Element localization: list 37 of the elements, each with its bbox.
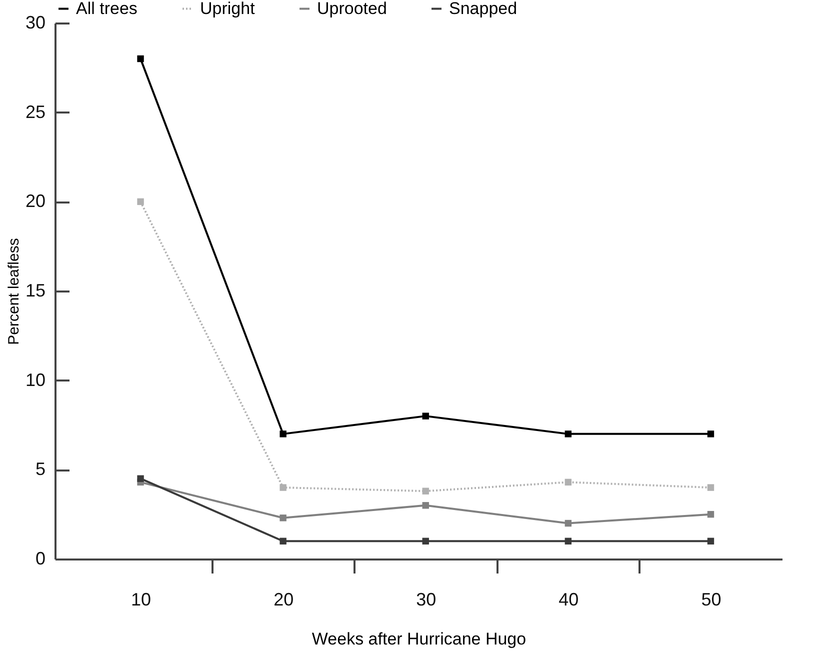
y-tick-label: 30 — [25, 12, 46, 32]
point — [280, 430, 286, 438]
point — [422, 538, 429, 544]
y-tick-label: 15 — [25, 280, 46, 300]
point — [422, 488, 429, 494]
point — [707, 430, 714, 438]
legend-label: Uprooted — [317, 0, 387, 18]
point — [137, 198, 144, 206]
legend-label: Upright — [200, 0, 256, 18]
x-tick-label: 50 — [701, 590, 722, 610]
point — [137, 55, 144, 62]
x-tick-label: 20 — [274, 590, 294, 610]
y-tick-label: 0 — [35, 548, 46, 568]
legend-label: Snapped — [449, 0, 518, 18]
x-tick-label: 10 — [131, 590, 152, 610]
x-axis-title: Weeks after Hurricane Hugo — [312, 630, 526, 648]
point — [564, 478, 572, 486]
y-tick-label: 5 — [35, 459, 46, 480]
point — [707, 484, 714, 491]
point — [564, 538, 572, 544]
y-axis-title: Percent leafless — [5, 238, 22, 345]
legend-label: All trees — [76, 0, 138, 18]
point — [137, 475, 144, 482]
point — [707, 538, 714, 544]
y-tick-label: 10 — [25, 370, 46, 390]
y-tick-label: 25 — [25, 102, 46, 122]
point — [422, 502, 429, 509]
point — [422, 412, 429, 420]
point — [564, 430, 572, 438]
x-tick-label: 40 — [558, 590, 579, 610]
point — [280, 538, 286, 544]
y-tick-label: 20 — [25, 191, 46, 212]
point — [707, 510, 714, 518]
point — [280, 484, 286, 491]
point — [564, 520, 572, 527]
x-tick-label: 30 — [416, 590, 436, 610]
point — [280, 514, 286, 522]
